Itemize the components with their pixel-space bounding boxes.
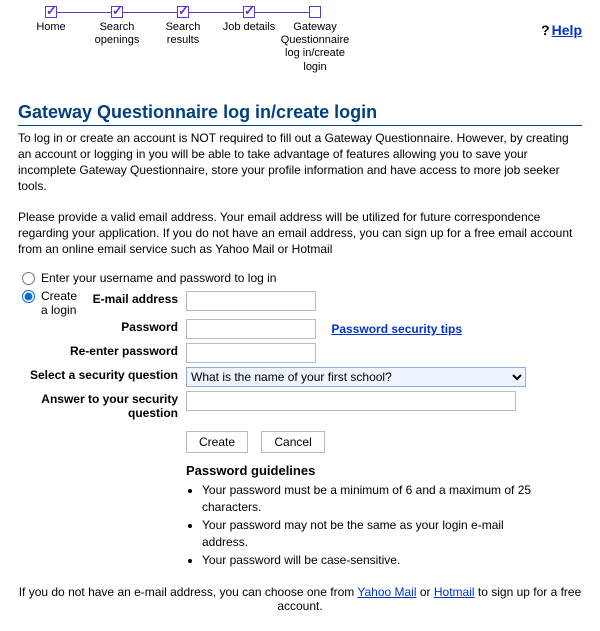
- intro-text: To log in or create an account is NOT re…: [18, 130, 582, 257]
- step-label: Gateway Questionnaire log in/create logi…: [281, 21, 349, 74]
- reenter-password-label: Re-enter password: [18, 341, 182, 361]
- guidelines-heading: Password guidelines: [186, 463, 536, 478]
- help-link[interactable]: Help: [552, 22, 582, 38]
- step-label: Search openings: [84, 21, 150, 47]
- step-label: Home: [36, 21, 65, 34]
- guideline-item: Your password will be case-sensitive.: [202, 552, 536, 569]
- step-job-details[interactable]: Job details: [216, 6, 282, 34]
- help-question-icon: ?: [541, 22, 550, 38]
- security-question-label: Select a security question: [18, 365, 182, 385]
- option-create-login[interactable]: Create a login: [18, 289, 78, 317]
- intro-paragraph-2: Please provide a valid email address. Yo…: [18, 209, 582, 258]
- hotmail-link[interactable]: Hotmail: [434, 585, 475, 599]
- button-row: Create Cancel: [186, 423, 536, 463]
- progress-steps: Home Search openings Search results Job …: [18, 6, 348, 74]
- email-field[interactable]: [186, 291, 316, 311]
- security-answer-label: Answer to your security question: [18, 389, 182, 423]
- step-checkbox-icon: [45, 6, 57, 18]
- help-block: ?Help: [541, 6, 582, 38]
- security-answer-field[interactable]: [186, 391, 516, 411]
- guideline-item: Your password must be a minimum of 6 and…: [202, 482, 536, 517]
- step-label: Search results: [150, 21, 216, 47]
- option-existing-label: Enter your username and password to log …: [41, 271, 276, 285]
- option-existing-login[interactable]: Enter your username and password to log …: [18, 271, 582, 285]
- yahoo-mail-link[interactable]: Yahoo Mail: [357, 585, 416, 599]
- footer-note: If you do not have an e-mail address, yo…: [18, 585, 582, 613]
- radio-create-login[interactable]: [22, 290, 35, 303]
- top-bar: Home Search openings Search results Job …: [18, 6, 582, 74]
- step-checkbox-icon: [177, 6, 189, 18]
- reenter-password-field[interactable]: [186, 343, 316, 363]
- step-checkbox-icon: [243, 6, 255, 18]
- option-create-label: Create a login: [41, 289, 78, 317]
- intro-paragraph-1: To log in or create an account is NOT re…: [18, 130, 582, 195]
- password-field[interactable]: [186, 319, 316, 339]
- email-label: E-mail address: [82, 289, 182, 309]
- password-label: Password: [82, 317, 182, 337]
- page-title: Gateway Questionnaire log in/create logi…: [18, 102, 582, 126]
- password-tips-link[interactable]: Password security tips: [331, 322, 462, 336]
- step-checkbox-icon: [111, 6, 123, 18]
- step-label: Job details: [223, 21, 276, 34]
- cancel-button[interactable]: Cancel: [261, 431, 324, 453]
- password-guidelines: Password guidelines Your password must b…: [186, 463, 536, 569]
- create-button[interactable]: Create: [186, 431, 248, 453]
- step-gateway-login[interactable]: Gateway Questionnaire log in/create logi…: [282, 6, 348, 74]
- radio-existing-login[interactable]: [22, 272, 35, 285]
- step-checkbox-icon: [309, 6, 321, 18]
- guideline-item: Your password may not be the same as you…: [202, 517, 536, 552]
- step-home[interactable]: Home: [18, 6, 84, 34]
- login-form: Enter your username and password to log …: [18, 271, 582, 569]
- security-question-select[interactable]: What is the name of your first school?: [186, 367, 526, 387]
